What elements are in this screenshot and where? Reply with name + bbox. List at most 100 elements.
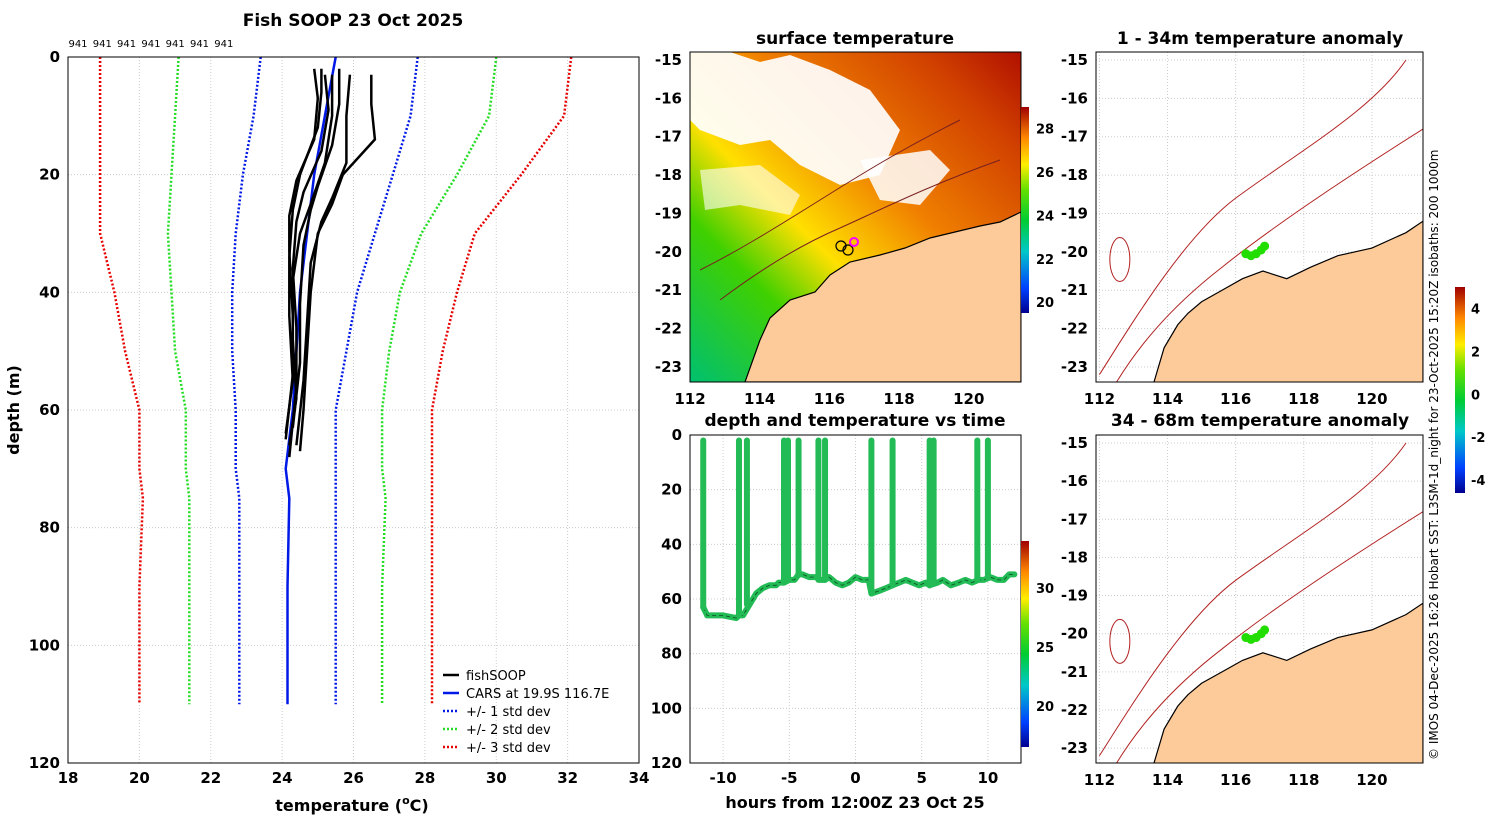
cast-number-label: 941 [68,39,87,50]
y-tick-label: -16 [655,89,682,107]
sst-colorbar-ticks: 28 26 24 22 20 [1036,123,1054,311]
timeseries-track [700,437,1018,622]
y-tick-label: -22 [1061,320,1088,338]
y-tick-label: -16 [1061,89,1088,107]
x-tick-label: 114 [744,390,775,408]
sst-current-position [849,237,859,247]
fishsoop-profile [288,74,334,446]
fishsoop-profile [295,74,352,446]
y-tick-label: -23 [1061,739,1088,757]
y-tick-label: -18 [1061,548,1088,566]
colorbar-tick-label: 30 [1036,582,1054,597]
profile-top-labels: 941 941 941 941 941 941 941 [68,39,233,50]
anomaly-panel-1: 1 - 34m temperature anomaly 112 114 116 118… [1061,29,1424,408]
sst-title: surface temperature [756,29,954,49]
x-tick-label: 22 [200,769,221,787]
y-tick-label: -17 [655,128,682,146]
sst-map [690,52,1021,382]
profile-line--2-std [380,56,498,705]
x-tick-label: 5 [916,769,926,787]
legend-label: +/- 1 std dev [466,705,551,720]
cast-number-label: 941 [93,39,112,50]
anomaly2-title: 34 - 68m temperature anomaly [1111,411,1409,431]
anomaly2-map [1098,442,1423,763]
timeseries-xlabel: hours from 12:00Z 23 Oct 25 [725,793,984,812]
profile-line--2-std [166,56,191,705]
y-tick-label: -21 [655,281,682,299]
sst-ticks: 112 114 116 118 120 -15 -16 -17 -18 -19 -20 -21 -22 -… [655,51,985,408]
sst-isobath-200 [699,119,961,271]
isobath-200 [1116,511,1423,763]
colorbar-tick-label: 20 [1036,700,1054,715]
anomaly2-axes-box [1095,434,1424,764]
y-tick-label: 40 [39,283,60,301]
x-tick-label: 32 [557,769,578,787]
legend-label: +/- 2 std dev [466,723,551,738]
x-tick-label: 116 [1220,771,1251,789]
y-tick-label: 0 [50,48,60,66]
y-tick-label: -15 [655,51,682,69]
x-tick-label: 120 [1356,771,1387,789]
x-tick-label: 114 [1152,771,1183,789]
x-tick-label: -5 [781,769,798,787]
colorbar-tick-label: -4 [1471,474,1485,489]
profile-line--1-std [230,56,262,705]
y-tick-label: 100 [29,636,60,654]
y-tick-label: -18 [1061,166,1088,184]
profile-line--1-std [334,56,419,705]
x-tick-label: 118 [883,390,914,408]
y-tick-label: -17 [1061,128,1088,146]
legend-label: +/- 3 std dev [466,741,551,756]
fishsoop-profile [284,68,323,434]
x-tick-label: 18 [58,769,79,787]
x-tick-label: 116 [1220,390,1251,408]
x-tick-label: 28 [414,769,435,787]
isobath-1000 [1098,59,1407,375]
colorbar-tick-label: 28 [1036,123,1054,138]
y-tick-label: 60 [39,401,60,419]
y-tick-label: 100 [651,699,682,717]
y-tick-label: -20 [1061,625,1088,643]
y-tick-label: -22 [1061,701,1088,719]
profile-ylabel: depth (m) [4,365,23,455]
y-tick-label: 60 [661,590,682,608]
profile-line--3-std [98,57,145,705]
anomaly1-map [1098,59,1423,382]
sst-colorbar [1021,107,1029,313]
cast-number-label: 941 [141,39,160,50]
x-tick-label: 24 [272,769,293,787]
y-tick-label: -21 [1061,281,1088,299]
credit-text: © IMOS 04-Dec-2025 16:26 Hobart SST: L3S… [1427,150,1441,761]
x-tick-label: 0 [850,769,860,787]
reef-isobath [1109,237,1131,283]
profile-series [98,56,573,705]
x-tick-label: 26 [343,769,364,787]
x-tick-label: 120 [953,390,984,408]
anomaly-colorbar-ticks: 4 2 0 -2 -4 [1471,302,1485,489]
anomaly-colorbar [1455,287,1465,493]
cloud-mask-2 [700,165,800,215]
x-tick-label: 114 [1152,390,1183,408]
y-tick-label: -16 [1061,472,1088,490]
x-tick-label: 112 [674,390,705,408]
y-tick-label: -15 [1061,434,1088,452]
y-tick-label: -18 [655,166,682,184]
y-tick-label: 0 [672,426,682,444]
y-tick-label: -17 [1061,510,1088,528]
x-tick-label: 118 [1288,771,1319,789]
anomaly-point [1260,625,1270,635]
sst-land [744,211,1021,382]
profile-line--3-std [430,56,573,705]
x-tick-label: 112 [1084,771,1115,789]
y-tick-label: 120 [651,754,682,772]
colorbar-tick-label: 24 [1036,209,1054,224]
colorbar-tick-label: 4 [1471,302,1480,317]
colorbar-tick-label: -2 [1471,431,1485,446]
y-tick-label: -20 [655,243,682,261]
cast-number-label: 941 [117,39,136,50]
y-tick-label: 20 [661,481,682,499]
profile-legend: fishSOOP CARS at 19.9S 116.7E +/- 1 std de… [443,669,609,756]
legend-label: fishSOOP [466,669,526,684]
isobath-1000 [1098,442,1407,757]
